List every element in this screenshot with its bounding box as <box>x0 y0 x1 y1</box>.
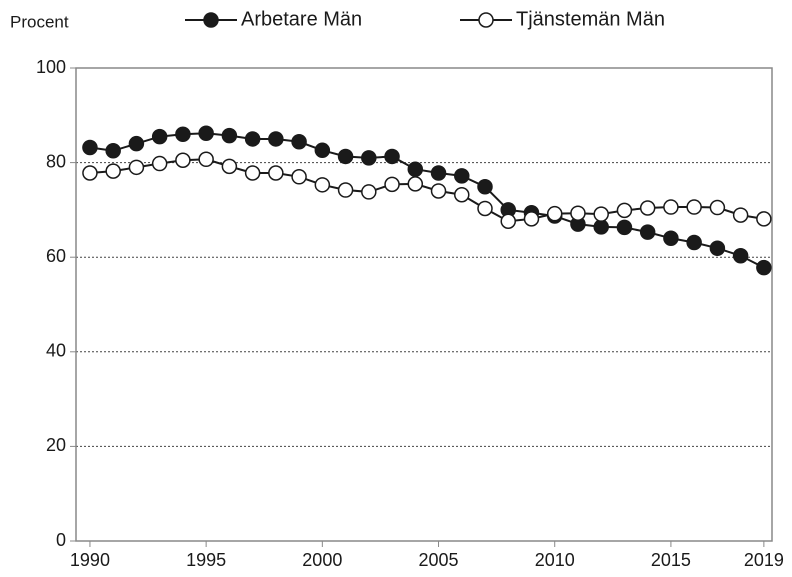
data-point <box>198 125 214 142</box>
data-point <box>639 224 656 240</box>
y-tick-label: 20 <box>46 435 66 455</box>
data-point <box>105 143 121 159</box>
data-point <box>756 259 772 276</box>
data-point <box>128 159 145 176</box>
data-point <box>361 184 377 200</box>
x-tick-label: 1995 <box>186 550 226 570</box>
data-point <box>82 165 98 181</box>
data-point <box>686 199 702 215</box>
data-point <box>291 169 307 185</box>
data-point <box>477 200 493 217</box>
legend-label: Arbetare Män <box>241 8 362 30</box>
data-point <box>198 151 214 168</box>
data-point <box>663 199 679 215</box>
series-line <box>89 158 765 223</box>
legend-label: Tjänstemän Män <box>516 8 665 30</box>
y-tick-label: 80 <box>46 151 66 171</box>
legend-marker <box>203 12 219 28</box>
data-point <box>709 199 726 216</box>
data-point <box>756 211 772 227</box>
data-point <box>593 206 609 222</box>
data-point <box>732 207 749 223</box>
data-point <box>175 152 191 168</box>
data-point <box>151 155 168 172</box>
data-point <box>268 165 284 181</box>
data-point <box>337 148 354 165</box>
data-point <box>454 187 470 203</box>
data-point <box>361 150 377 166</box>
data-point <box>268 131 284 147</box>
data-point <box>221 127 238 144</box>
data-point <box>128 135 145 152</box>
data-point <box>244 131 261 147</box>
data-point <box>291 134 307 150</box>
x-tick-label: 2015 <box>651 550 691 570</box>
data-point <box>523 211 540 227</box>
data-point <box>709 240 726 256</box>
data-point <box>616 219 633 236</box>
data-point <box>732 248 749 264</box>
data-point <box>454 168 470 184</box>
x-tick-label: 2010 <box>535 550 575 570</box>
y-tick-label: 100 <box>36 57 66 77</box>
data-point <box>546 205 563 222</box>
data-point <box>500 213 516 230</box>
data-point <box>407 176 424 192</box>
data-point <box>314 177 331 193</box>
data-point <box>337 182 354 198</box>
x-tick-label: 2000 <box>302 550 342 570</box>
data-point <box>105 163 121 179</box>
y-tick-label: 60 <box>46 246 66 266</box>
y-tick-label: 0 <box>56 530 66 550</box>
y-axis-label: Procent <box>10 12 69 31</box>
data-point <box>82 139 98 156</box>
data-point <box>384 176 400 193</box>
data-point <box>477 178 493 195</box>
data-point <box>616 202 633 219</box>
data-point <box>430 183 447 199</box>
data-point <box>570 205 586 221</box>
legend-marker <box>478 12 494 28</box>
data-point <box>430 165 447 181</box>
x-tick-label: 2019 <box>744 550 784 570</box>
data-point <box>314 142 331 159</box>
plot-frame <box>75 67 773 542</box>
data-point <box>221 158 238 175</box>
series-line <box>89 132 765 269</box>
y-tick-label: 40 <box>46 341 66 361</box>
data-point <box>384 148 400 165</box>
data-point <box>663 230 679 247</box>
data-point <box>244 165 261 181</box>
data-point <box>151 128 168 145</box>
data-point <box>407 161 424 177</box>
data-point <box>686 234 702 251</box>
x-tick-label: 1990 <box>70 550 110 570</box>
data-point <box>593 219 609 235</box>
data-point <box>175 126 191 142</box>
x-tick-label: 2005 <box>419 550 459 570</box>
data-point <box>639 200 656 216</box>
